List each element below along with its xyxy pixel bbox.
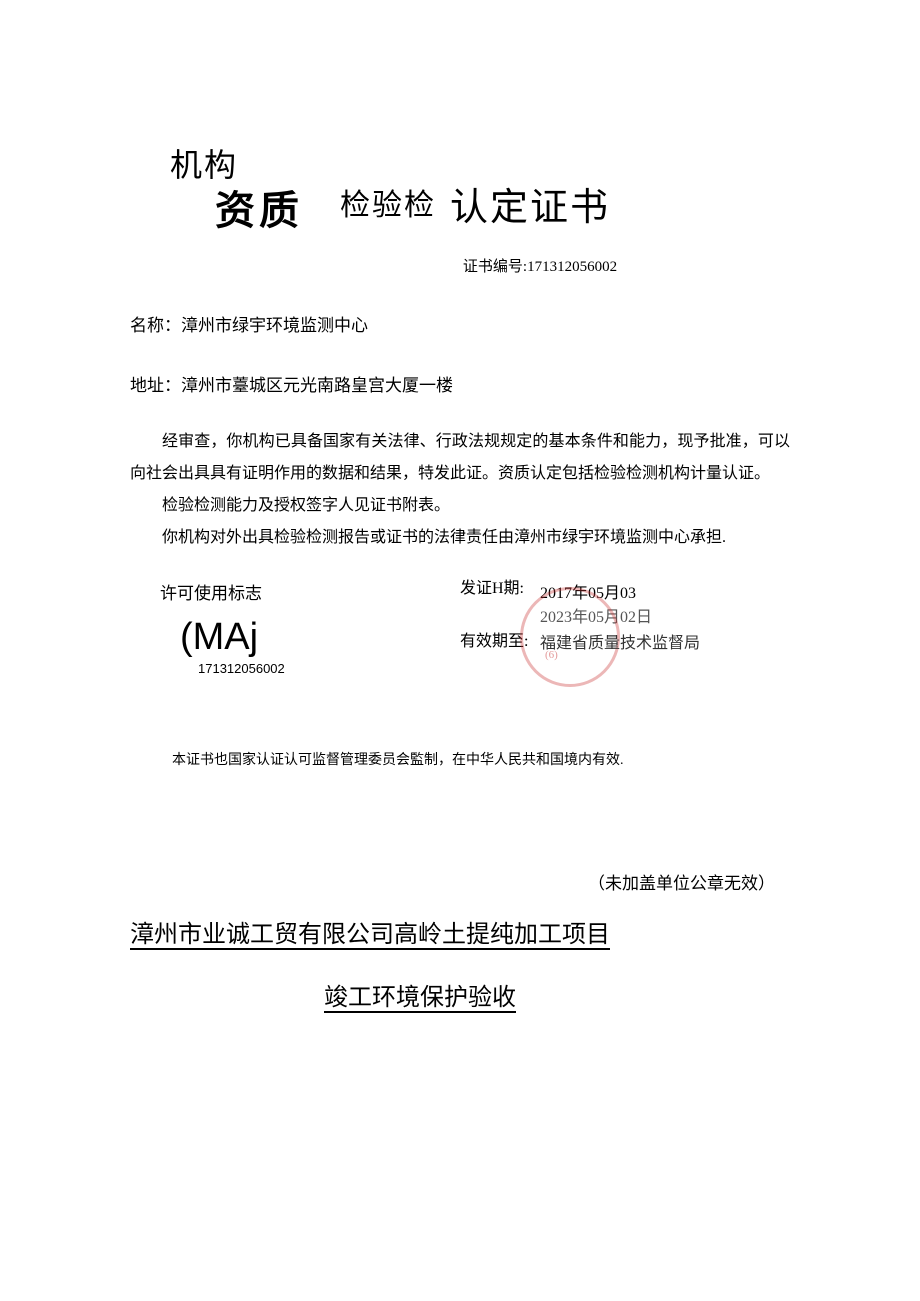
cert-number-value: 171312056002 [527,259,617,275]
address-field: 地址：漳州市薹城区元光南路皇宫大厦一楼 [130,371,790,396]
body-paragraph-1: 经审查，你机构已具备国家有关法律、行政法规规定的基本条件和能力，现予批准，可以向… [130,426,790,490]
certificate-title-block: 机构 资质 检验检 认定证书 [130,140,790,250]
cert-number-label: 证书编号: [463,259,527,275]
permit-logo: (MAj [180,616,460,659]
title-renzhengshu: 认定证书 [450,176,610,231]
issue-block: 发证H期: 2017年05月03 有效期至: 2023年05月02日 福建省质量… [460,579,790,709]
lower-block: 许可使用标志 (MAj 171312056002 发证H期: 2017年05月0… [130,579,790,709]
issuing-authority: 福建省质量技术监督局 [540,629,700,653]
body-paragraph-2: 检验检测能力及授权签字人见证书附表。 [130,490,790,522]
footer-note: 本证书也国家认证认可监督管理委员会監制，在中华人民共和国境内有效. [130,749,790,769]
body-paragraph-3: 你机构对外出具检验检测报告或证书的法律责任由漳州市绿宇环境监测中心承担. [130,522,790,554]
seal-warning-note: （未加盖单位公章无效） [130,869,790,894]
name-value: 漳州市绿宇环境监测中心 [181,316,368,335]
project-title: 漳州市业诚工贸有限公司高岭土提纯加工项目 [130,914,790,949]
certificate-number: 证书编号:171312056002 [290,255,790,276]
permit-mark-block: 许可使用标志 (MAj 171312056002 [130,579,460,709]
issue-date-label: 发证H期: [460,579,524,600]
valid-until-label: 有效期至: [460,627,528,651]
permit-logo-number: 171312056002 [198,661,460,676]
project-subtitle: 竣工环境保护验收 [50,977,790,1012]
title-jianyanjian: 检验检 [340,180,436,224]
document-content: 机构 资质 检验检 认定证书 证书编号:171312056002 名称：漳州市绿… [0,0,920,1012]
body-text: 经审查，你机构已具备国家有关法律、行政法规规定的基本条件和能力，现予批准，可以向… [130,426,790,554]
address-value: 漳州市薹城区元光南路皇宫大厦一楼 [181,376,453,395]
address-label: 地址： [130,376,181,395]
name-field: 名称：漳州市绿宇环境监测中心 [130,311,790,336]
name-label: 名称： [130,316,181,335]
title-zizhi: 资质 [215,178,303,236]
permit-mark-label: 许可使用标志 [160,579,460,604]
